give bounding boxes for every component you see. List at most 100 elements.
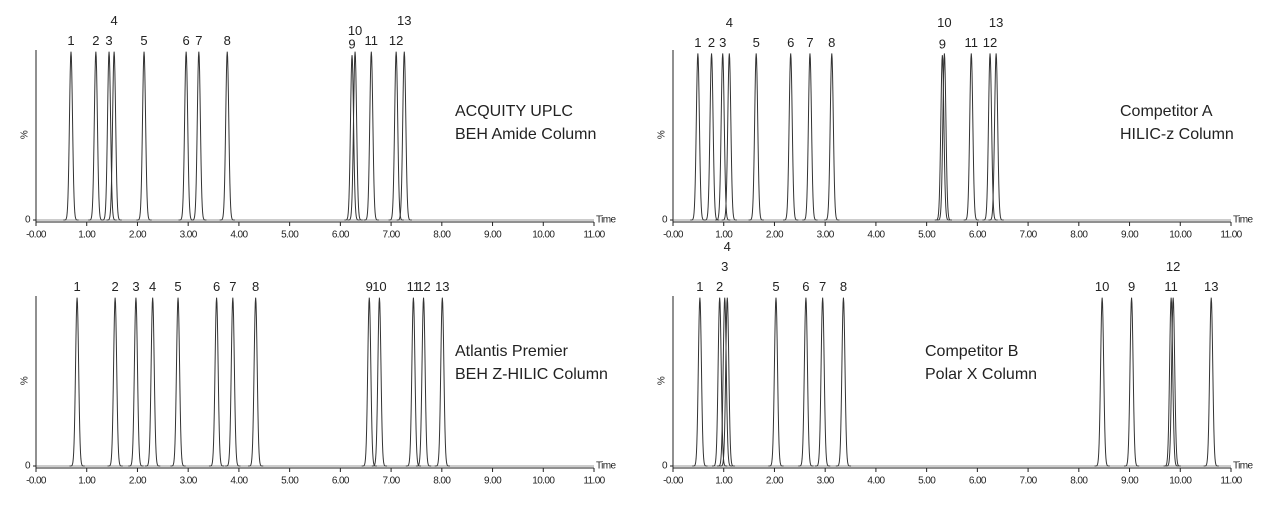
peak-label: 11 xyxy=(365,33,379,48)
peak-label: 12 xyxy=(389,33,403,48)
peak-label: 13 xyxy=(989,15,1003,30)
peak-label: 9 xyxy=(939,37,946,52)
x-tick-label: 7.00 xyxy=(383,476,401,487)
peak xyxy=(170,297,186,467)
x-tick-label: 4.00 xyxy=(867,476,885,487)
peak-label: 2 xyxy=(708,35,715,50)
x-tick-label: 8.00 xyxy=(433,476,451,487)
x-tick-label: 6.00 xyxy=(332,476,350,487)
peak xyxy=(1123,297,1140,467)
peak xyxy=(1094,297,1110,467)
peak xyxy=(248,297,264,467)
peak-label: 10 xyxy=(348,23,362,38)
peak xyxy=(690,53,706,221)
chart-title: BEH Amide Column xyxy=(455,126,596,143)
x-tick-label: 1.00 xyxy=(715,230,733,241)
peak xyxy=(347,51,363,221)
peak xyxy=(768,297,784,467)
x-tick-label: 4.00 xyxy=(230,476,248,487)
peak-label: 9 xyxy=(348,37,355,52)
y-tick-label: 0 xyxy=(662,461,668,472)
peak xyxy=(225,297,241,467)
peak-label: 4 xyxy=(726,15,733,30)
peak-label: 1 xyxy=(73,279,80,294)
peak-label: 2 xyxy=(92,33,99,48)
x-tick-label: 9.00 xyxy=(1121,476,1139,487)
peak xyxy=(106,51,122,221)
peak xyxy=(191,51,207,221)
x-tick-label: 10.00 xyxy=(532,230,555,241)
peak-label: 4 xyxy=(111,13,118,28)
y-axis-label: % xyxy=(657,130,668,139)
peak xyxy=(717,297,733,467)
peak-label: 2 xyxy=(112,279,119,294)
x-tick-label: -0.00 xyxy=(26,476,47,487)
peak-label: 8 xyxy=(840,279,847,294)
x-tick-label: 10.00 xyxy=(1169,476,1192,487)
x-tick-label: -0.00 xyxy=(663,476,684,487)
peak xyxy=(963,53,979,221)
peak xyxy=(936,53,952,221)
x-tick-label: 5.00 xyxy=(281,476,299,487)
peak xyxy=(748,53,764,221)
peak-label: 9 xyxy=(1128,279,1135,294)
peak-label: 11 xyxy=(1164,279,1178,294)
peak-label: 13 xyxy=(397,13,411,28)
peak-label: 6 xyxy=(802,279,809,294)
peak xyxy=(219,51,235,221)
y-axis-label: % xyxy=(20,130,31,139)
peak-label: 3 xyxy=(105,33,112,48)
x-tick-label: 1.00 xyxy=(715,476,733,487)
peak-label: 11 xyxy=(965,35,979,50)
peak xyxy=(107,297,123,467)
peak xyxy=(1163,297,1179,467)
x-tick-label: 10.00 xyxy=(1169,230,1192,241)
x-tick-label: 9.00 xyxy=(1121,230,1139,241)
peak-label: 8 xyxy=(224,33,231,48)
peak xyxy=(719,297,735,467)
x-axis-label: Time xyxy=(1233,215,1253,226)
x-tick-label: 11.00 xyxy=(583,230,605,241)
x-tick-label: 11.00 xyxy=(1220,230,1242,241)
peak-label: 7 xyxy=(195,33,202,48)
peak-label: 10 xyxy=(1095,279,1109,294)
x-tick-label: 5.00 xyxy=(918,230,936,241)
peak xyxy=(703,53,720,221)
x-tick-label: 7.00 xyxy=(1020,476,1038,487)
peak xyxy=(63,51,79,221)
peak xyxy=(405,297,422,467)
peak-label: 3 xyxy=(132,279,139,294)
x-tick-label: 7.00 xyxy=(383,230,401,241)
chart-panel: Time% 0 -0.00 1.00 2.00 3.00 4.00 5.00 6.00 7.00 8… xyxy=(20,279,617,487)
chart-panel: Time% 0 -0.00 1.00 2.00 3.00 4.00 5.00 6.00 7.00 8… xyxy=(20,13,617,241)
y-axis-label: % xyxy=(20,376,31,385)
x-tick-label: 1.00 xyxy=(78,230,96,241)
peak-label: 7 xyxy=(229,279,236,294)
x-tick-label: 5.00 xyxy=(281,230,299,241)
chart-title: Competitor A xyxy=(1120,103,1213,120)
peak xyxy=(363,51,379,221)
peak-label: 7 xyxy=(806,35,813,50)
peak-label: 1 xyxy=(696,279,703,294)
x-tick-label: -0.00 xyxy=(663,230,684,241)
peak-label: 7 xyxy=(819,279,826,294)
x-tick-label: 8.00 xyxy=(1070,230,1088,241)
peak-label: 4 xyxy=(149,279,156,294)
peak xyxy=(396,51,412,221)
peak xyxy=(982,53,998,221)
x-axis-label: Time xyxy=(596,215,616,226)
x-tick-label: 6.00 xyxy=(969,230,987,241)
chart-title: Competitor B xyxy=(925,343,1018,360)
peak xyxy=(1165,297,1181,467)
chart-title: Atlantis Premier xyxy=(455,343,569,360)
x-tick-label: 2.00 xyxy=(766,230,784,241)
peak xyxy=(388,51,404,221)
x-tick-label: 3.00 xyxy=(817,230,835,241)
peak xyxy=(802,53,818,221)
peak xyxy=(101,51,117,221)
peak-label: 12 xyxy=(416,279,430,294)
x-tick-label: 7.00 xyxy=(1020,230,1038,241)
x-tick-label: 11.00 xyxy=(583,476,605,487)
peak xyxy=(128,297,144,467)
peak xyxy=(798,297,814,467)
